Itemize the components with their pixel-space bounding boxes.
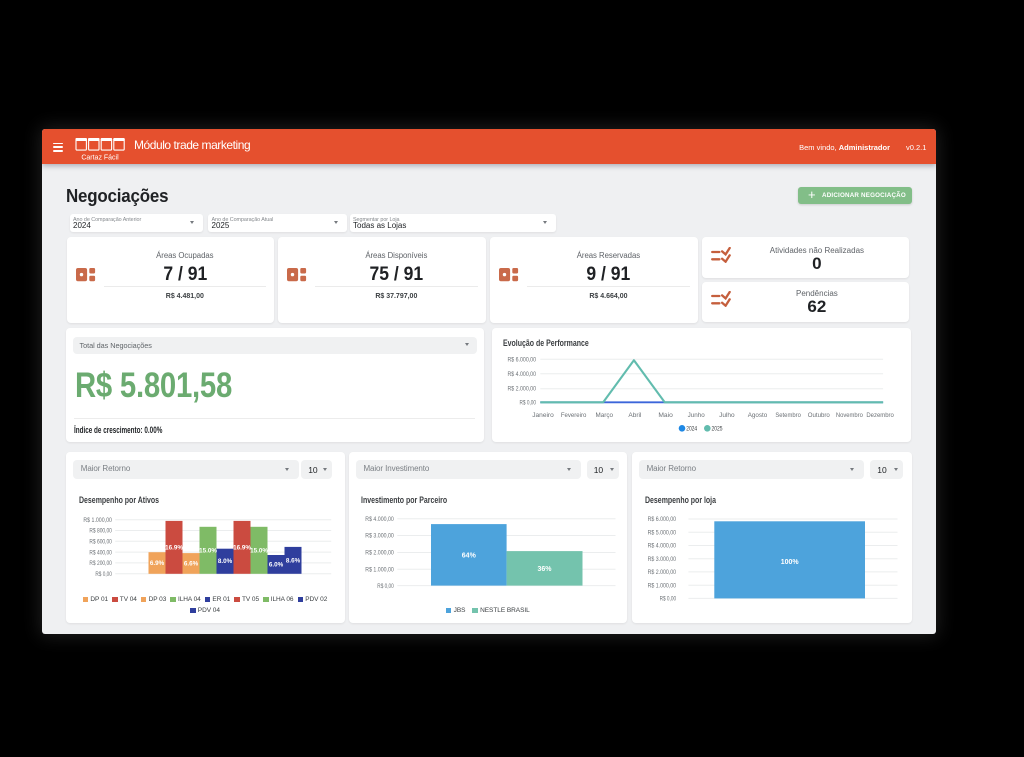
svg-text:Julho: Julho bbox=[719, 412, 735, 419]
svg-text:15.0%: 15.0% bbox=[250, 548, 268, 555]
svg-text:R$ 3.000,00: R$ 3.000,00 bbox=[647, 556, 676, 563]
svg-text:36%: 36% bbox=[538, 566, 553, 573]
svg-text:R$ 4.000,00: R$ 4.000,00 bbox=[647, 543, 676, 550]
svg-text:R$ 0,00: R$ 0,00 bbox=[659, 596, 676, 603]
svg-text:2024: 2024 bbox=[686, 426, 697, 433]
svg-text:2025: 2025 bbox=[712, 426, 723, 433]
svg-text:R$ 0,00: R$ 0,00 bbox=[95, 571, 112, 578]
svg-text:R$ 6.000,00: R$ 6.000,00 bbox=[508, 356, 537, 363]
svg-text:100%: 100% bbox=[780, 559, 799, 566]
svg-text:R$ 4.000,00: R$ 4.000,00 bbox=[508, 371, 537, 378]
svg-text:R$ 3.000,00: R$ 3.000,00 bbox=[365, 533, 394, 540]
svg-text:Janeiro: Janeiro bbox=[532, 412, 554, 419]
svg-text:R$ 2.000,00: R$ 2.000,00 bbox=[508, 386, 537, 393]
svg-text:R$ 2.000,00: R$ 2.000,00 bbox=[647, 569, 676, 576]
svg-text:R$ 5.000,00: R$ 5.000,00 bbox=[647, 529, 676, 536]
svg-text:R$ 0,00: R$ 0,00 bbox=[520, 399, 537, 406]
svg-text:Agosto: Agosto bbox=[748, 412, 768, 419]
svg-text:Cartaz Fácil: Cartaz Fácil bbox=[81, 155, 119, 162]
svg-text:16.9%: 16.9% bbox=[233, 545, 251, 552]
svg-text:Março: Março bbox=[596, 412, 614, 419]
svg-text:R$ 1.000,00: R$ 1.000,00 bbox=[83, 517, 112, 524]
svg-text:64%: 64% bbox=[462, 552, 477, 559]
svg-text:Fevereiro: Fevereiro bbox=[561, 412, 587, 419]
svg-text:R$ 1.000,00: R$ 1.000,00 bbox=[647, 582, 676, 589]
svg-text:15.0%: 15.0% bbox=[199, 548, 217, 555]
svg-text:Dezembro: Dezembro bbox=[867, 412, 895, 419]
svg-text:Maio: Maio bbox=[659, 412, 674, 419]
svg-text:6.6%: 6.6% bbox=[183, 561, 198, 568]
svg-text:R$ 4.000,00: R$ 4.000,00 bbox=[365, 516, 394, 523]
svg-text:R$ 0,00: R$ 0,00 bbox=[377, 583, 394, 590]
svg-text:16.9%: 16.9% bbox=[165, 545, 183, 552]
svg-text:R$ 2.000,00: R$ 2.000,00 bbox=[365, 550, 394, 557]
svg-text:R$ 200,00: R$ 200,00 bbox=[89, 560, 112, 567]
svg-text:Abril: Abril bbox=[629, 412, 642, 419]
svg-text:Outubro: Outubro bbox=[808, 412, 831, 419]
svg-text:6.9%: 6.9% bbox=[149, 560, 164, 567]
svg-text:Junho: Junho bbox=[688, 412, 706, 419]
svg-text:R$ 600,00: R$ 600,00 bbox=[89, 539, 112, 546]
svg-text:6.0%: 6.0% bbox=[268, 562, 283, 569]
svg-text:Novembro: Novembro bbox=[836, 412, 864, 419]
svg-text:R$ 1.000,00: R$ 1.000,00 bbox=[365, 566, 394, 573]
svg-text:R$ 6.000,00: R$ 6.000,00 bbox=[647, 516, 676, 523]
svg-text:Setembro: Setembro bbox=[776, 412, 802, 419]
svg-text:R$ 800,00: R$ 800,00 bbox=[89, 528, 112, 535]
svg-text:8.6%: 8.6% bbox=[285, 558, 300, 565]
svg-text:8.0%: 8.0% bbox=[217, 558, 232, 565]
svg-text:R$ 400,00: R$ 400,00 bbox=[89, 549, 112, 556]
